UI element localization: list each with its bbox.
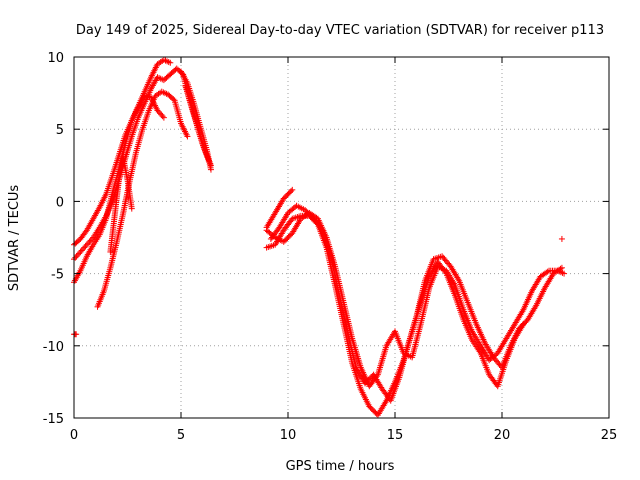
grid-lines [74, 57, 609, 418]
data-points [71, 56, 568, 419]
data-point [544, 268, 551, 275]
data-point [78, 247, 85, 254]
data-point [558, 264, 565, 271]
data-point [158, 111, 165, 118]
data-point [170, 96, 177, 103]
data-point [128, 205, 135, 212]
y-tick-label: 5 [56, 123, 64, 138]
data-point [157, 110, 164, 117]
y-tick-label: -15 [43, 412, 64, 427]
data-point [81, 244, 88, 251]
data-point [159, 113, 166, 120]
x-axis-label: GPS time / hours [286, 459, 395, 474]
x-tick-label: 0 [70, 428, 78, 443]
data-point [184, 133, 191, 140]
data-point [288, 188, 295, 195]
data-point [154, 107, 161, 114]
data-point [561, 270, 568, 277]
x-tick-label: 5 [177, 428, 185, 443]
x-tick-label: 15 [387, 428, 404, 443]
data-point [79, 246, 86, 253]
data-point [86, 238, 93, 245]
data-point [442, 269, 449, 276]
data-point [77, 248, 84, 255]
data-point [557, 265, 564, 272]
data-point [83, 241, 90, 248]
data-point [160, 114, 167, 121]
data-point [446, 261, 453, 268]
plot-frame [73, 56, 610, 419]
data-point [275, 225, 282, 232]
y-tick-label: -5 [51, 268, 64, 283]
data-point [88, 235, 95, 242]
data-point [73, 253, 80, 260]
data-point [74, 251, 81, 258]
data-point [72, 254, 79, 261]
data-point [76, 250, 83, 257]
data-point [289, 186, 296, 193]
data-point [558, 235, 565, 242]
data-point [82, 243, 89, 250]
data-point [167, 59, 174, 66]
y-tick-label: -10 [43, 340, 64, 355]
data-point [207, 162, 214, 169]
data-point [82, 228, 89, 235]
data-point [318, 225, 325, 232]
x-tick-label: 10 [280, 428, 297, 443]
x-tick-label: 25 [601, 428, 618, 443]
y-tick-label: 0 [56, 195, 64, 210]
chart-title: Day 149 of 2025, Sidereal Day-to-day VTE… [76, 23, 604, 38]
y-axis-label: SDTVAR / TECUs [7, 185, 22, 292]
axis-ticks: 0 5 10 15 20 25 -15 -10 -5 0 5 10 [43, 51, 618, 443]
data-point [155, 108, 162, 115]
data-point [87, 237, 94, 244]
data-point [85, 240, 92, 247]
x-tick-label: 20 [494, 428, 511, 443]
y-tick-label: 10 [47, 51, 64, 66]
